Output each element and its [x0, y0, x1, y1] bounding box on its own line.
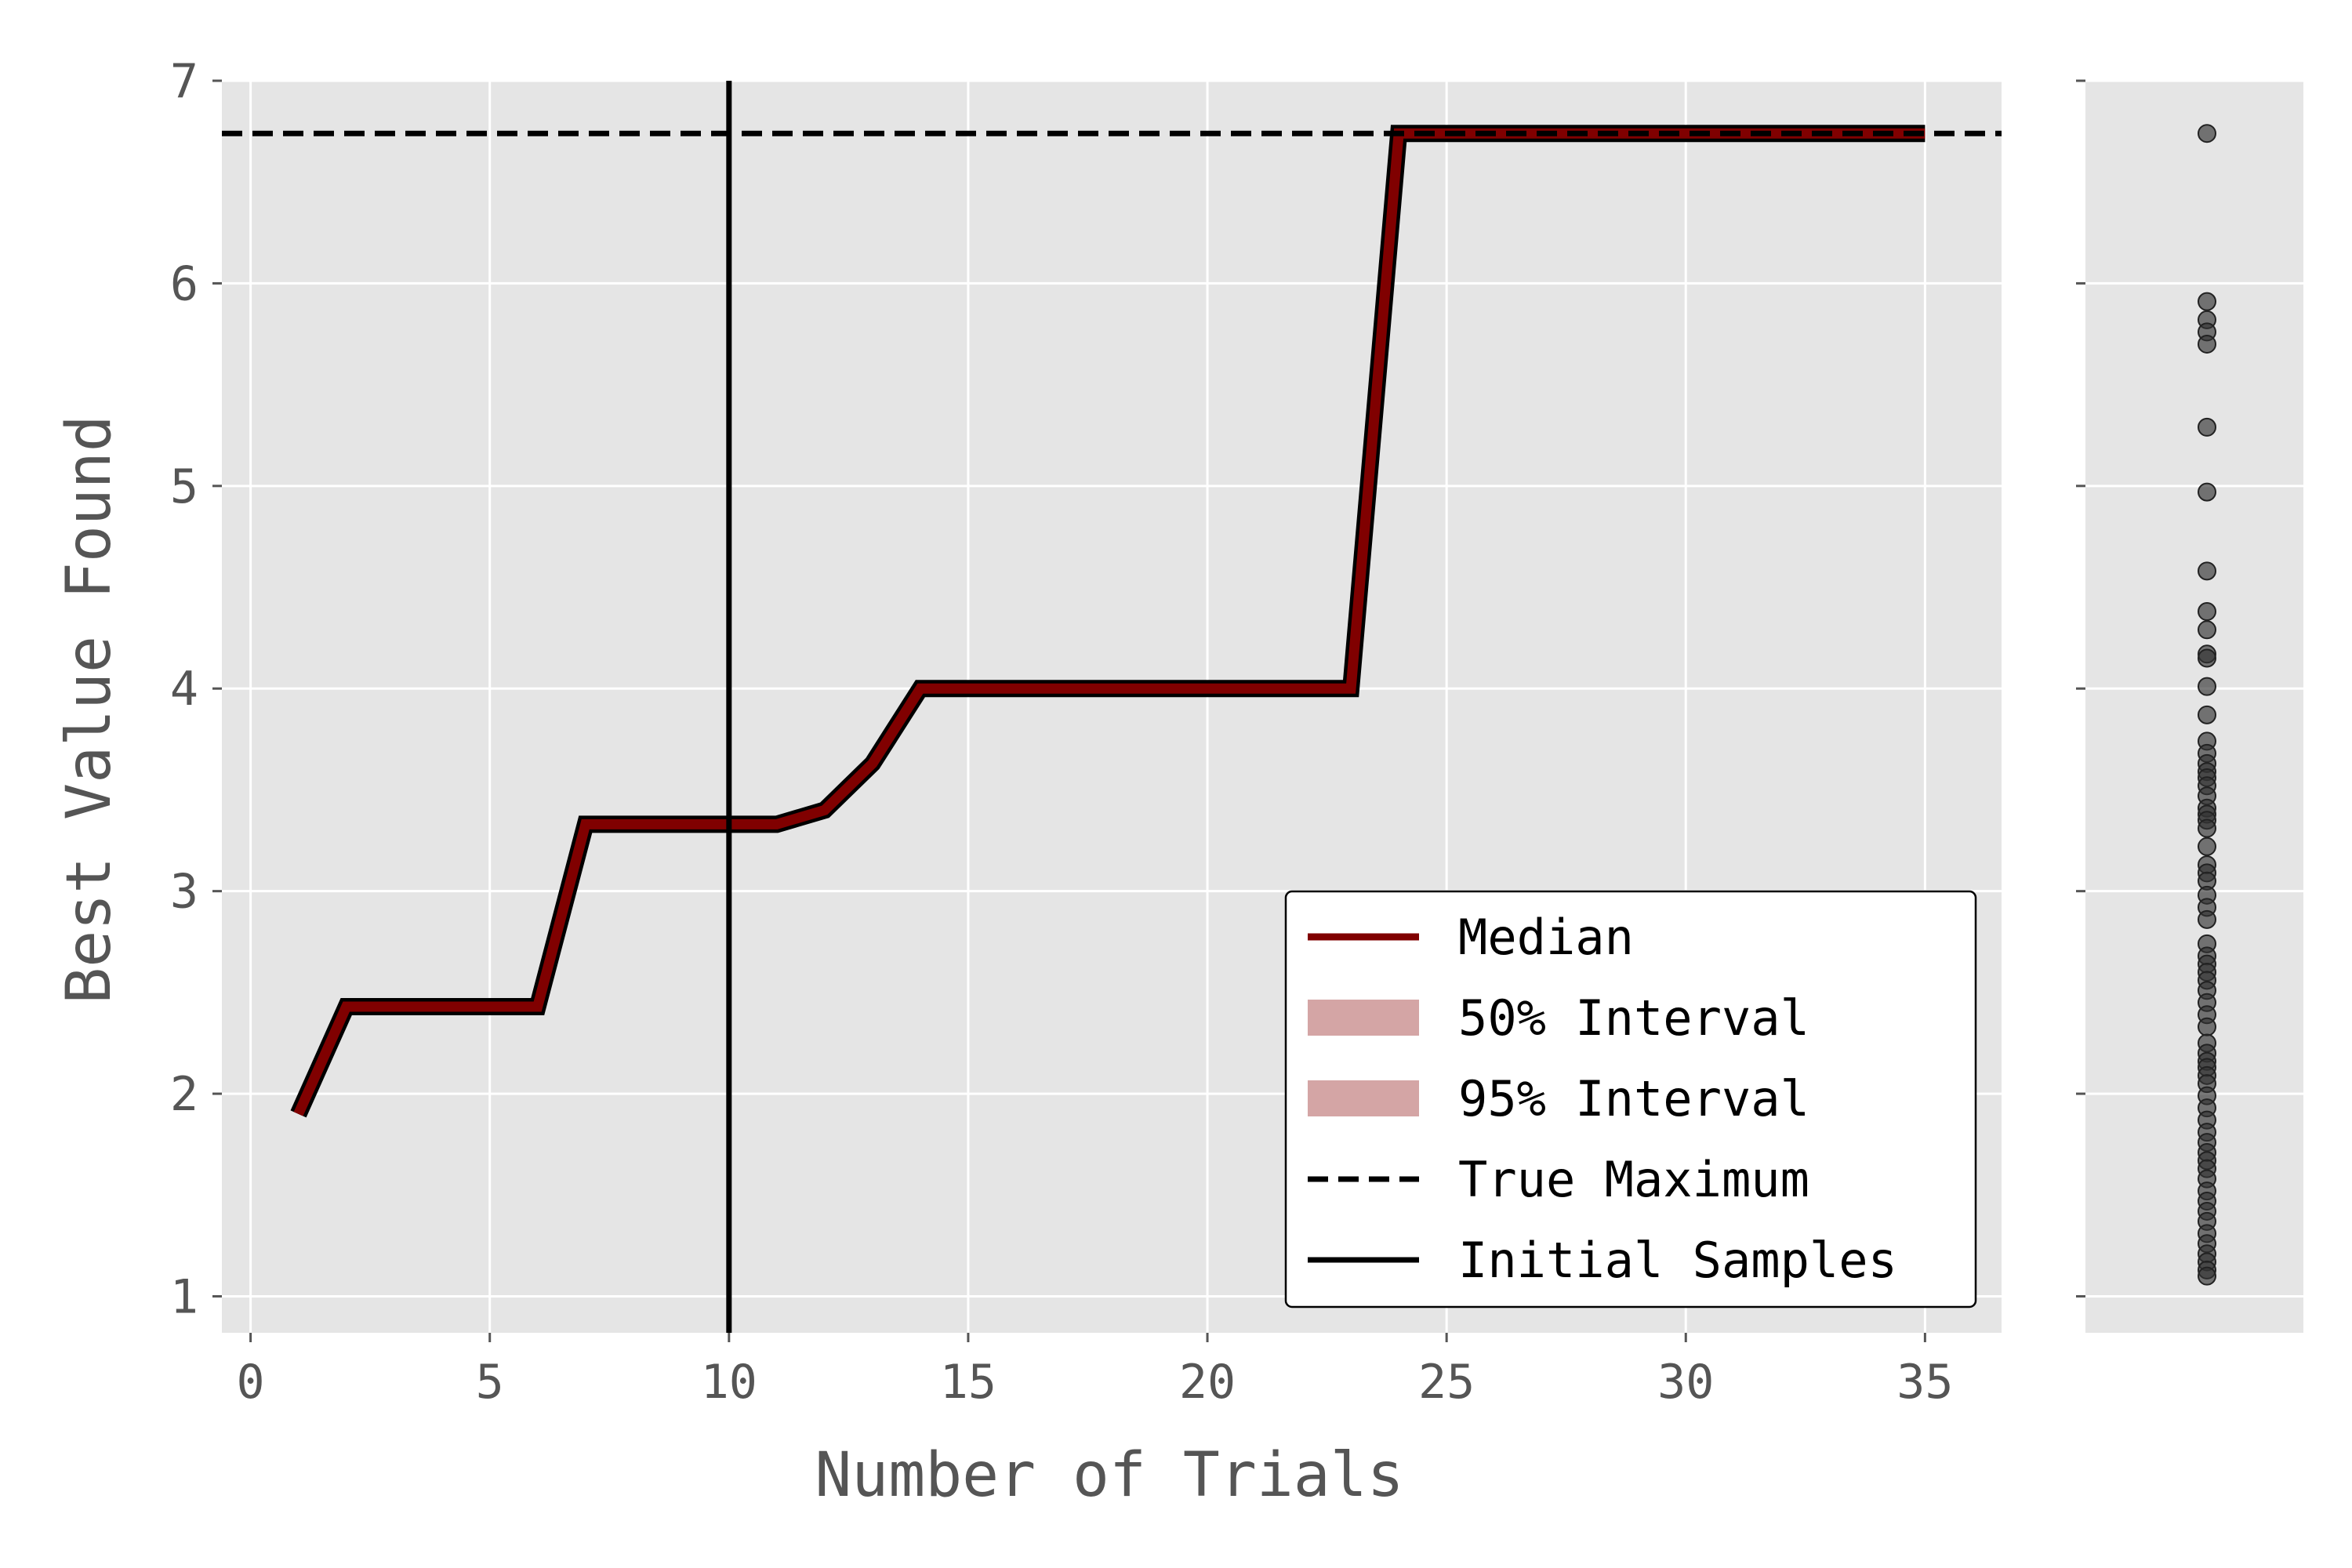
final-value-point	[2198, 677, 2216, 696]
x-axis-title: Number of Trials	[815, 1440, 1403, 1511]
final-value-point	[2198, 417, 2216, 437]
x-tick-label: 0	[237, 1355, 265, 1410]
final-value-point	[2198, 124, 2216, 143]
final-value-point	[2198, 909, 2216, 929]
main-ticks: 0 5 10 15 20 25 30 35 1 2 3 4 5 6 7	[170, 54, 1954, 1410]
side-plot-area	[2085, 81, 2303, 1333]
x-tick-label: 15	[940, 1355, 996, 1410]
final-value-point	[2198, 1266, 2216, 1286]
main-series	[222, 81, 2002, 1333]
final-value-point	[2198, 334, 2216, 354]
y-tick-label: 6	[170, 256, 198, 311]
final-value-point	[2198, 602, 2216, 622]
side-ticks	[2076, 79, 2085, 1298]
side-plot-panel	[2076, 79, 2303, 1333]
legend-box	[1284, 890, 1977, 1308]
legend-handle-interval	[1308, 1000, 1419, 1036]
x-tick-label: 25	[1418, 1355, 1475, 1410]
x-tick-label: 10	[701, 1355, 757, 1410]
final-value-point	[2198, 482, 2216, 502]
x-tick-label: 35	[1896, 1355, 1953, 1410]
legend: Median 50% Interval 95% Interval True Maxim…	[1284, 890, 1977, 1308]
final-value-point	[2198, 620, 2216, 640]
final-value-point	[2198, 818, 2216, 838]
y-tick-label: 1	[170, 1269, 198, 1324]
legend-label: 95% Interval	[1458, 1070, 1809, 1127]
legend-handle-interval	[1308, 1080, 1419, 1116]
final-value-point	[2198, 837, 2216, 856]
x-tick-label: 5	[476, 1355, 504, 1410]
y-tick-label: 7	[170, 54, 198, 109]
final-value-point	[2198, 292, 2216, 311]
final-value-point	[2198, 561, 2216, 581]
y-tick-label: 4	[170, 662, 198, 717]
x-tick-label: 20	[1179, 1355, 1236, 1410]
final-value-point	[2198, 1017, 2216, 1036]
y-tick-label: 2	[170, 1067, 198, 1122]
side-grid	[2085, 79, 2303, 1298]
side-points	[2198, 124, 2216, 1286]
y-tick-label: 3	[170, 865, 198, 920]
legend-label: 50% Interval	[1458, 989, 1809, 1047]
legend-label: True Maximum	[1458, 1151, 1809, 1208]
legend-label: Median	[1458, 909, 1634, 966]
final-value-point	[2198, 705, 2216, 724]
y-axis-title: Best Value Found	[54, 415, 125, 1004]
legend-label: Initial Samples	[1458, 1232, 1897, 1289]
y-tick-label: 5	[170, 459, 198, 514]
median-line	[293, 128, 1926, 1116]
x-tick-label: 30	[1657, 1355, 1714, 1410]
final-value-point	[2198, 648, 2216, 668]
